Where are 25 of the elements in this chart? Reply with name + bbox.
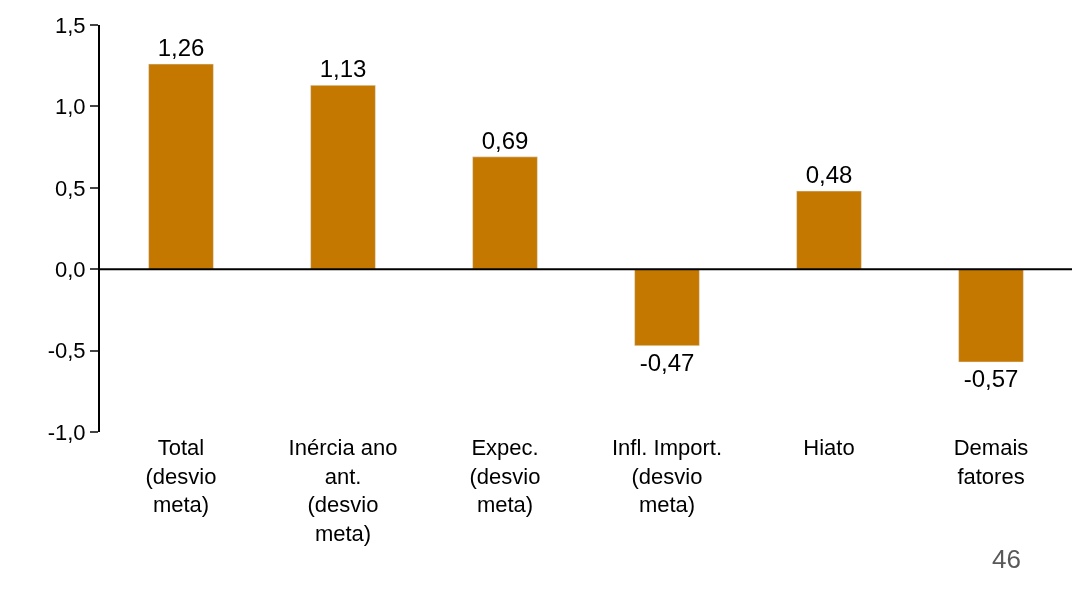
y-tick-label: -0,5 — [47, 338, 86, 364]
data-label: -0,47 — [639, 348, 695, 376]
x-tick-label: Expec. (desvio meta) — [469, 435, 541, 518]
y-tick-label: 0,0 — [55, 256, 86, 282]
data-label: 1,26 — [157, 34, 205, 62]
data-label: -0,57 — [963, 365, 1019, 392]
bar — [796, 190, 862, 270]
bar — [634, 268, 700, 346]
x-tick-label: Inércia ano ant. (desvio meta) — [288, 435, 398, 546]
x-tick-label: Infl. Import. (desvio meta) — [611, 435, 723, 518]
text: 46 — [992, 544, 1021, 574]
data-label: 1,13 — [319, 55, 367, 83]
y-tick-label: 1,5 — [55, 12, 86, 38]
bar — [148, 63, 214, 270]
bar — [310, 84, 376, 270]
data-label: 0,48 — [805, 161, 853, 189]
x-tick-label: Demais fatores — [953, 435, 1029, 489]
data-label: 0,69 — [481, 126, 529, 154]
y-tick-label: 0,5 — [55, 175, 86, 201]
y-tick-label: -1,0 — [47, 419, 86, 445]
x-tick-label: Total (desvio meta) — [145, 435, 217, 518]
bar — [472, 156, 538, 270]
y-tick-label: 1,0 — [55, 94, 86, 120]
x-tick-label: Hiato — [803, 435, 855, 460]
bar — [958, 268, 1024, 363]
